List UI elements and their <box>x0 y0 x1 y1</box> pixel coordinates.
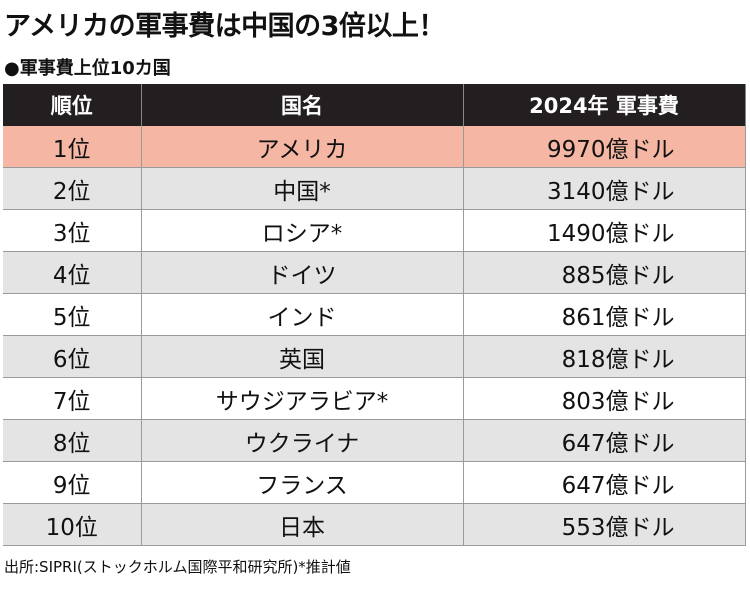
spending-cell: 3140億ドル <box>463 167 746 210</box>
spending-cell: 647億ドル <box>463 461 746 504</box>
table-row: 2位 中国* 3140億ドル <box>3 167 746 210</box>
rank-cell: 10位 <box>3 503 142 546</box>
rank-cell: 7位 <box>3 377 142 420</box>
spending-cell: 1490億ドル <box>463 209 746 252</box>
header-row: 順位 国名 2024年 軍事費 <box>3 84 746 126</box>
table-row: 1位 アメリカ 9970億ドル <box>3 126 746 168</box>
table-row: 3位 ロシア* 1490億ドル <box>3 209 746 252</box>
table-head: 順位 国名 2024年 軍事費 <box>3 84 746 126</box>
rank-cell: 4位 <box>3 251 142 294</box>
rank-cell: 1位 <box>3 126 142 168</box>
title: アメリカの軍事費は中国の3倍以上！ <box>4 11 445 42</box>
table-row: 5位 インド 861億ドル <box>3 293 746 336</box>
table-row: 9位 フランス 647億ドル <box>3 461 746 504</box>
country-cell: サウジアラビア* <box>141 377 464 420</box>
rank-cell: 3位 <box>3 209 142 252</box>
table-body: 1位 アメリカ 9970億ドル 2位 中国* 3140億ドル 3位 ロシア* 1490億ドル 4位… <box>3 126 746 546</box>
column-header: 国名 <box>141 84 464 126</box>
country-cell: 英国 <box>141 335 464 378</box>
table-row: 7位 サウジアラビア* 803億ドル <box>3 377 746 420</box>
rank-cell: 9位 <box>3 461 142 504</box>
country-cell: ロシア* <box>141 209 464 252</box>
country-cell: インド <box>141 293 464 336</box>
country-cell: ドイツ <box>141 251 464 294</box>
subtitle: ●軍事費上位10カ国 <box>4 58 171 79</box>
table-row: 8位 ウクライナ 647億ドル <box>3 419 746 462</box>
country-cell: ウクライナ <box>141 419 464 462</box>
table-row: 10位 日本 553億ドル <box>3 503 746 546</box>
column-header: 順位 <box>3 84 142 126</box>
spending-cell: 803億ドル <box>463 377 746 420</box>
table-row: 4位 ドイツ 885億ドル <box>3 251 746 294</box>
column-header: 2024年 軍事費 <box>463 84 746 126</box>
rank-cell: 6位 <box>3 335 142 378</box>
ranking-table: 順位 国名 2024年 軍事費 1位 アメリカ 9970億ドル 2位 中国* 3140億ドル 3… <box>3 84 746 546</box>
spending-cell: 861億ドル <box>463 293 746 336</box>
table-row: 6位 英国 818億ドル <box>3 335 746 378</box>
rank-cell: 5位 <box>3 293 142 336</box>
source-note: 出所:SIPRI(ストックホルム国際平和研究所)*推計値 <box>4 558 351 576</box>
spending-cell: 647億ドル <box>463 419 746 462</box>
country-cell: フランス <box>141 461 464 504</box>
spending-cell: 9970億ドル <box>463 126 746 168</box>
country-cell: 中国* <box>141 167 464 210</box>
spending-cell: 818億ドル <box>463 335 746 378</box>
spending-cell: 885億ドル <box>463 251 746 294</box>
country-cell: アメリカ <box>141 126 464 168</box>
rank-cell: 8位 <box>3 419 142 462</box>
spending-cell: 553億ドル <box>463 503 746 546</box>
country-cell: 日本 <box>141 503 464 546</box>
rank-cell: 2位 <box>3 167 142 210</box>
